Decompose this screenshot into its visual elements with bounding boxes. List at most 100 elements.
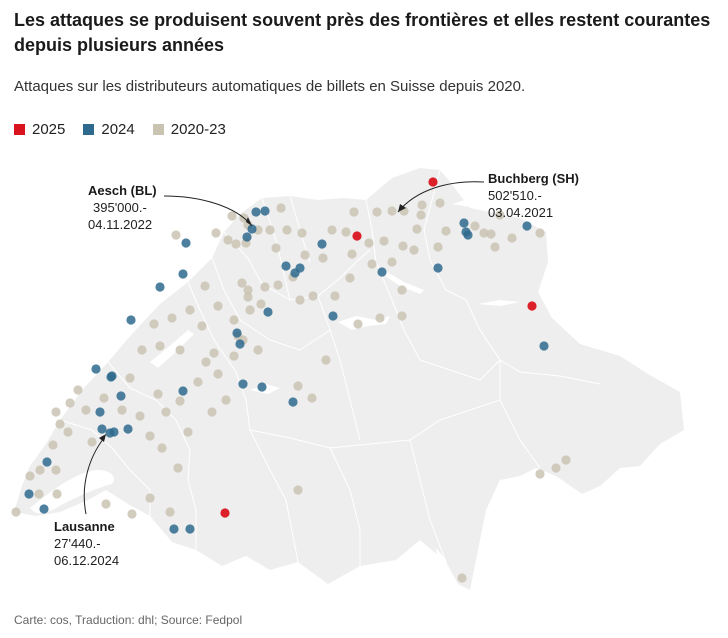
attack-2020-23-dot bbox=[345, 273, 355, 283]
attack-2020-23-dot bbox=[307, 393, 317, 403]
lake-constance bbox=[452, 196, 520, 214]
attack-2020-23-dot bbox=[125, 373, 135, 383]
attack-2024-dot bbox=[232, 328, 242, 338]
attack-2020-23-dot bbox=[231, 239, 241, 249]
attack-2024-dot bbox=[461, 227, 471, 237]
attack-2020-23-dot bbox=[165, 507, 175, 517]
lake-neuchatel bbox=[150, 330, 194, 368]
attack-2025-dot bbox=[352, 231, 362, 241]
attack-2020-23-dot bbox=[490, 242, 500, 252]
attack-2024-dot bbox=[95, 407, 105, 417]
attack-2020-23-dot bbox=[441, 226, 451, 236]
attack-2020-23-dot bbox=[227, 211, 237, 221]
arrowhead-buchberg bbox=[398, 204, 406, 212]
attack-2020-23-dot bbox=[347, 249, 357, 259]
attack-2024-dot bbox=[539, 341, 549, 351]
attack-2024-dot bbox=[24, 489, 34, 499]
attack-2024-dot bbox=[247, 224, 257, 234]
attack-2020-23-dot bbox=[145, 431, 155, 441]
canton-borders bbox=[59, 169, 601, 566]
arrowhead-lausanne bbox=[99, 434, 106, 442]
attack-2020-23-dot bbox=[300, 250, 310, 260]
attack-2024-dot bbox=[251, 207, 261, 217]
attack-2020-23-dot bbox=[137, 345, 147, 355]
attack-2024-dot bbox=[185, 524, 195, 534]
attack-2020-23-dot bbox=[153, 389, 163, 399]
source-note: Carte: cos, Traduction: dhl; Source: Fed… bbox=[14, 613, 243, 627]
attack-2020-23-dot bbox=[379, 236, 389, 246]
attack-2020-23-dot bbox=[243, 292, 253, 302]
attack-2024-dot bbox=[263, 307, 273, 317]
annotation-buchberg-name: Buchberg (SH) bbox=[488, 171, 579, 186]
attack-2024-dot bbox=[260, 206, 270, 216]
attack-2020-23-dot bbox=[185, 305, 195, 315]
chart-title: Les attaques se produisent souvent près … bbox=[14, 10, 711, 55]
attack-2020-23-dot bbox=[245, 305, 255, 315]
annotation-buchberg-date: 03.04.2021 bbox=[488, 205, 553, 220]
attack-2024-dot bbox=[169, 524, 179, 534]
annotation-aesch-name: Aesch (BL) bbox=[88, 183, 157, 198]
attack-2024-dot bbox=[328, 311, 338, 321]
attack-2020-23-dot bbox=[256, 299, 266, 309]
switzerland-land bbox=[14, 168, 684, 590]
attack-2020-23-dot bbox=[409, 245, 419, 255]
attack-2020-23-dot bbox=[48, 440, 58, 450]
attack-2020-23-dot bbox=[207, 407, 217, 417]
attack-2020-23-dot bbox=[87, 437, 97, 447]
attack-2020-23-dot bbox=[561, 455, 571, 465]
attack-2020-23-dot bbox=[295, 295, 305, 305]
annotation-aesch-date: 04.11.2022 bbox=[88, 217, 152, 232]
attack-2020-23-dot bbox=[135, 411, 145, 421]
lake-maggiore bbox=[436, 548, 452, 582]
attack-2020-23-dot bbox=[293, 485, 303, 495]
attack-points bbox=[11, 177, 571, 583]
attack-2020-23-dot bbox=[35, 465, 45, 475]
attack-2020-23-dot bbox=[200, 281, 210, 291]
attack-2020-23-dot bbox=[99, 393, 109, 403]
attack-2020-23-dot bbox=[243, 285, 253, 295]
attack-2024-dot bbox=[91, 364, 101, 374]
attack-2020-23-dot bbox=[201, 357, 211, 367]
attack-2020-23-dot bbox=[297, 228, 307, 238]
attack-2024-dot bbox=[155, 282, 165, 292]
attack-2024-dot bbox=[97, 424, 107, 434]
attack-2020-23-dot bbox=[25, 471, 35, 481]
attack-2024-dot bbox=[290, 268, 300, 278]
attack-2024-dot bbox=[109, 427, 119, 437]
attack-2024-dot bbox=[288, 397, 298, 407]
attack-2020-23-dot bbox=[52, 489, 62, 499]
attack-2024-dot bbox=[235, 339, 245, 349]
attack-2025-dot bbox=[220, 508, 230, 518]
annotation-aesch-amount: 395'000.- bbox=[93, 200, 147, 215]
attack-2020-23-dot bbox=[367, 259, 377, 269]
attack-2020-23-dot bbox=[495, 210, 505, 220]
attack-2020-23-dot bbox=[63, 427, 73, 437]
attack-2020-23-dot bbox=[237, 278, 247, 288]
legend: 2025 2024 2020-23 bbox=[14, 121, 244, 138]
annotation-lausanne-name: Lausanne bbox=[54, 519, 115, 534]
attack-2020-23-dot bbox=[551, 463, 561, 473]
leader-buchberg bbox=[397, 181, 485, 213]
legend-label-2025: 2025 bbox=[32, 121, 66, 138]
attack-2020-23-dot bbox=[149, 319, 159, 329]
attack-2024-dot bbox=[433, 263, 443, 273]
attack-2020-23-dot bbox=[175, 396, 185, 406]
attack-2024-dot bbox=[238, 379, 248, 389]
attack-2020-23-dot bbox=[353, 319, 363, 329]
attack-2020-23-dot bbox=[457, 573, 467, 583]
attack-2020-23-dot bbox=[127, 509, 137, 519]
attack-2020-23-dot bbox=[321, 355, 331, 365]
attack-2020-23-dot bbox=[11, 507, 21, 517]
attack-2020-23-dot bbox=[253, 345, 263, 355]
leader-aesch bbox=[163, 195, 253, 227]
legend-item-2025: 2025 bbox=[14, 121, 65, 138]
attack-2024-dot bbox=[107, 371, 117, 381]
attack-2024-dot bbox=[123, 424, 133, 434]
attack-2020-23-dot bbox=[293, 381, 303, 391]
attack-2024-dot bbox=[178, 386, 188, 396]
legend-swatch-2025 bbox=[14, 124, 25, 135]
attack-2024-dot bbox=[39, 504, 49, 514]
legend-item-2024: 2024 bbox=[83, 121, 135, 138]
attack-2020-23-dot bbox=[101, 499, 111, 509]
